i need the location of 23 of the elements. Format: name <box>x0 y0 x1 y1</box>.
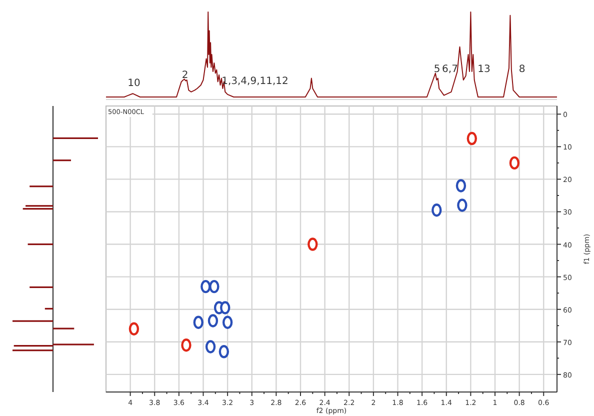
point <box>466 132 478 146</box>
annotation: 5 <box>434 64 440 75</box>
point <box>128 322 140 336</box>
point <box>308 238 318 251</box>
point <box>222 316 233 329</box>
point <box>208 314 218 328</box>
annotation: 8 <box>518 64 526 75</box>
annotation: 2 <box>182 70 188 81</box>
point <box>456 179 466 192</box>
point <box>509 156 520 170</box>
point <box>200 280 211 294</box>
point <box>205 340 216 354</box>
point <box>181 338 192 352</box>
point <box>432 204 442 217</box>
point <box>457 198 468 212</box>
point <box>193 316 204 329</box>
annotation: 13 <box>478 64 490 75</box>
annotation: 6,7 <box>442 64 458 75</box>
annotation: 1,3,4,9,11,12 <box>222 76 288 87</box>
point <box>218 345 230 358</box>
annotation: 10 <box>128 78 140 89</box>
point <box>209 280 220 294</box>
point <box>220 301 230 314</box>
